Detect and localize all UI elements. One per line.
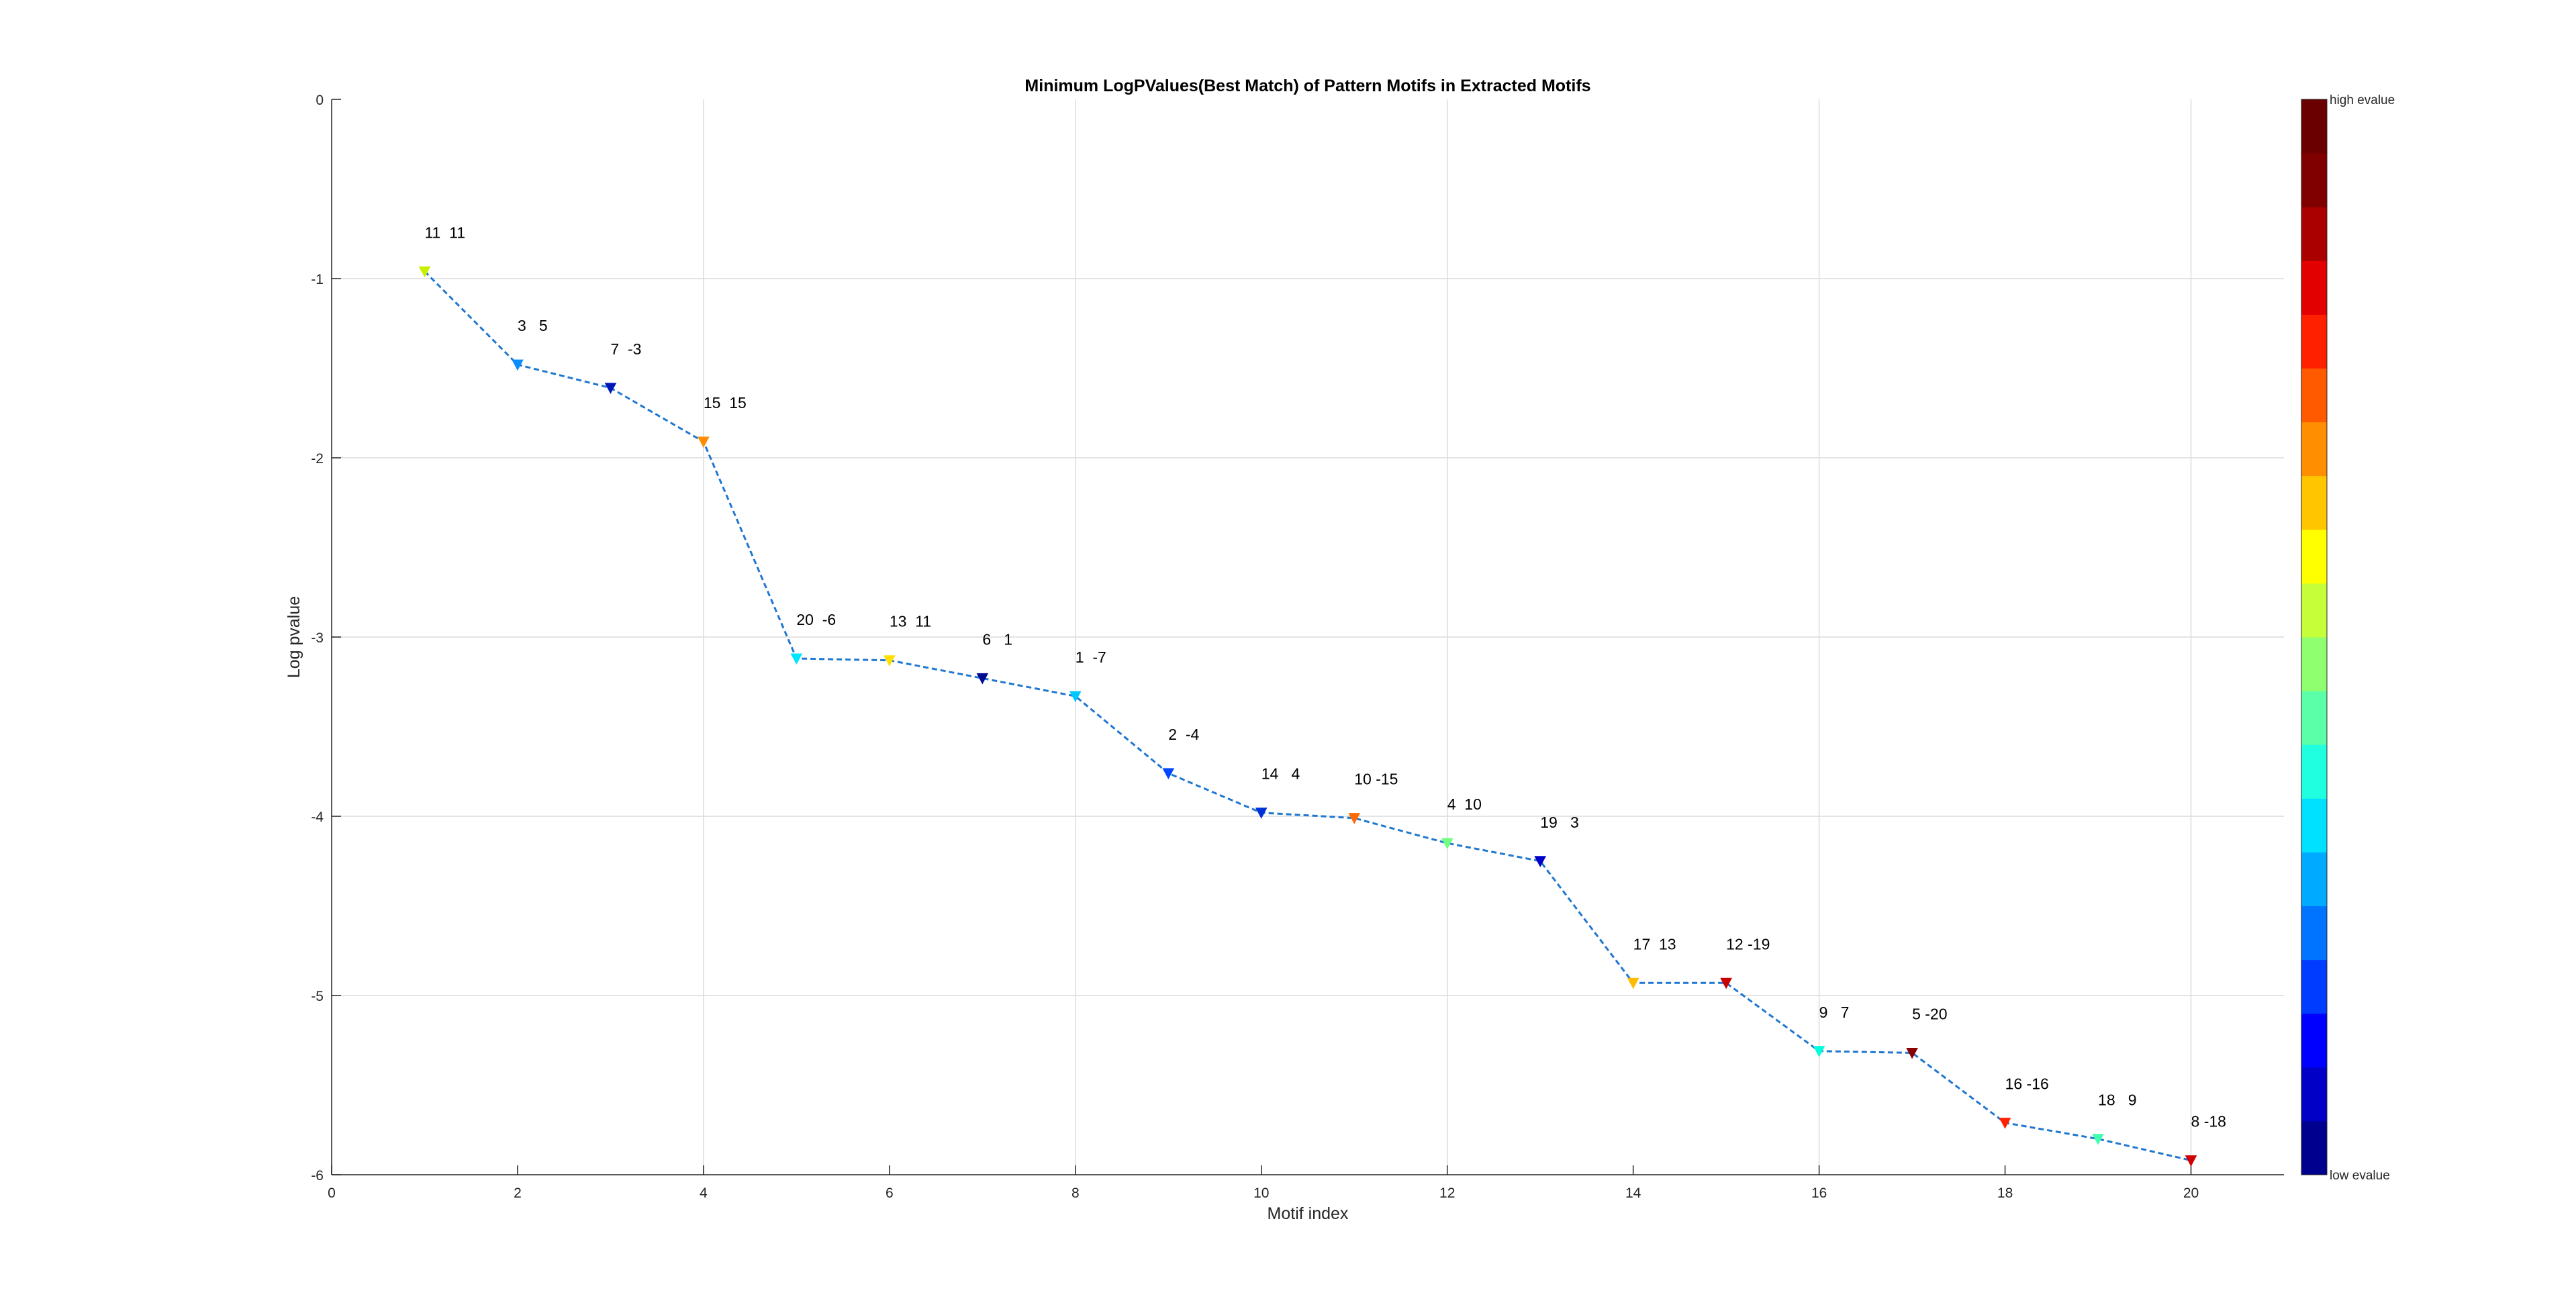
data-point-label: 18 9 <box>2098 1092 2137 1109</box>
data-labels: 11 11 3 5 7 -3 15 15 20 -6 13 11 6 1 1 -7 2 -4 14… <box>424 224 2226 1130</box>
data-point-marker <box>2092 1134 2104 1145</box>
x-tick-label: 14 <box>1625 1185 1641 1201</box>
colorbar-segment <box>2301 529 2327 584</box>
colorbar-top-label: high evalue <box>2330 93 2395 107</box>
data-point-label: 11 11 <box>424 224 465 241</box>
y-tick-label: -1 <box>311 272 324 287</box>
colorbar-segment <box>2301 422 2327 477</box>
data-point-marker <box>1813 1046 1825 1057</box>
data-point-label: 2 -4 <box>1168 726 1199 743</box>
x-tick-label: 4 <box>700 1185 708 1201</box>
y-ticks: 0 -1 -2 -3 -4 -5 -6 <box>311 93 341 1183</box>
data-point-marker <box>1999 1118 2011 1129</box>
data-point-marker <box>418 266 431 278</box>
data-point-label: 14 4 <box>1261 765 1300 783</box>
data-point-label: 5 -20 <box>1912 1005 1947 1022</box>
colorbar-segment <box>2301 99 2327 154</box>
data-point-marker <box>1069 691 1082 703</box>
data-point-marker <box>976 673 989 685</box>
data-point-label: 19 3 <box>1540 814 1579 831</box>
colorbar-segment <box>2301 153 2327 207</box>
x-tick-label: 12 <box>1439 1185 1455 1201</box>
colorbar-segment <box>2301 852 2327 906</box>
colorbar-bottom-label: low evalue <box>2330 1169 2390 1183</box>
colorbar-segment <box>2301 314 2327 369</box>
data-point-marker <box>1441 838 1453 850</box>
colorbar-segment <box>2301 798 2327 853</box>
x-ticks: 0 2 4 6 8 10 12 14 16 18 20 <box>328 1165 2199 1201</box>
colorbar-segment <box>2301 207 2327 261</box>
markers <box>418 266 2197 1167</box>
x-tick-label: 2 <box>514 1185 522 1201</box>
x-axis-label: Motif index <box>1268 1204 1349 1223</box>
y-tick-label: -2 <box>311 451 324 467</box>
data-point-label: 3 5 <box>518 317 548 334</box>
data-point-marker <box>1627 977 1639 989</box>
data-point-marker <box>698 436 710 448</box>
data-point-marker <box>1906 1047 1918 1059</box>
data-point-marker <box>1348 813 1361 824</box>
colorbar-segment <box>2301 368 2327 423</box>
data-point-label: 9 7 <box>1819 1004 1850 1021</box>
data-point-marker <box>1255 808 1268 819</box>
y-tick-label: -6 <box>311 1168 324 1183</box>
data-point-marker <box>512 359 524 371</box>
data-point-marker <box>1162 768 1175 779</box>
colorbar-segment <box>2301 1120 2327 1175</box>
data-point-label: 12 -19 <box>1726 935 1770 953</box>
data-point-label: 13 11 <box>890 613 931 630</box>
data-point-marker <box>884 655 896 667</box>
data-point-label: 7 -3 <box>610 340 641 358</box>
data-point-marker <box>1720 977 1732 989</box>
series-line <box>424 271 2191 1162</box>
colorbar-segment <box>2301 744 2327 799</box>
colorbar-segment <box>2301 637 2327 691</box>
data-point-label: 10 -15 <box>1354 771 1398 788</box>
data-point-label: 20 -6 <box>796 611 836 628</box>
y-tick-label: -3 <box>311 630 324 646</box>
data-point-label: 1 -7 <box>1076 648 1106 666</box>
y-tick-label: -5 <box>311 989 324 1004</box>
x-tick-label: 20 <box>2183 1185 2199 1201</box>
x-tick-label: 16 <box>1811 1185 1827 1201</box>
colorbar-segment <box>2301 691 2327 745</box>
colorbar-segment <box>2301 1013 2327 1068</box>
data-point-label: 15 15 <box>704 394 747 411</box>
data-point-marker <box>790 653 803 665</box>
data-point-label: 16 -16 <box>2005 1075 2049 1093</box>
data-point-label: 17 13 <box>1633 935 1676 953</box>
colorbar-border <box>2301 99 2328 1175</box>
data-point-label: 4 10 <box>1447 795 1482 813</box>
colorbar <box>2301 99 2328 1175</box>
data-point-label: 6 1 <box>982 630 1012 648</box>
x-tick-label: 0 <box>328 1185 336 1201</box>
colorbar-segment <box>2301 1067 2327 1122</box>
x-tick-label: 6 <box>886 1185 894 1201</box>
y-axis-label: Log pvalue <box>285 596 303 678</box>
y-tick-label: 0 <box>316 93 324 108</box>
colorbar-segment <box>2301 583 2327 638</box>
colorbar-segment <box>2301 260 2327 315</box>
data-point-marker <box>1534 856 1547 867</box>
y-tick-label: -4 <box>311 810 324 825</box>
data-point-marker <box>2185 1155 2197 1167</box>
data-point-label: 8 -18 <box>2191 1113 2226 1130</box>
colorbar-segment <box>2301 959 2327 1014</box>
colorbar-segment <box>2301 475 2327 530</box>
colorbar-segment <box>2301 906 2327 961</box>
grid <box>332 99 2284 1175</box>
x-tick-label: 10 <box>1253 1185 1269 1201</box>
x-tick-label: 18 <box>1997 1185 2013 1201</box>
data-point-marker <box>604 383 617 394</box>
x-tick-label: 8 <box>1071 1185 1080 1201</box>
chart-title: Minimum LogPValues(Best Match) of Patter… <box>1024 77 1590 95</box>
